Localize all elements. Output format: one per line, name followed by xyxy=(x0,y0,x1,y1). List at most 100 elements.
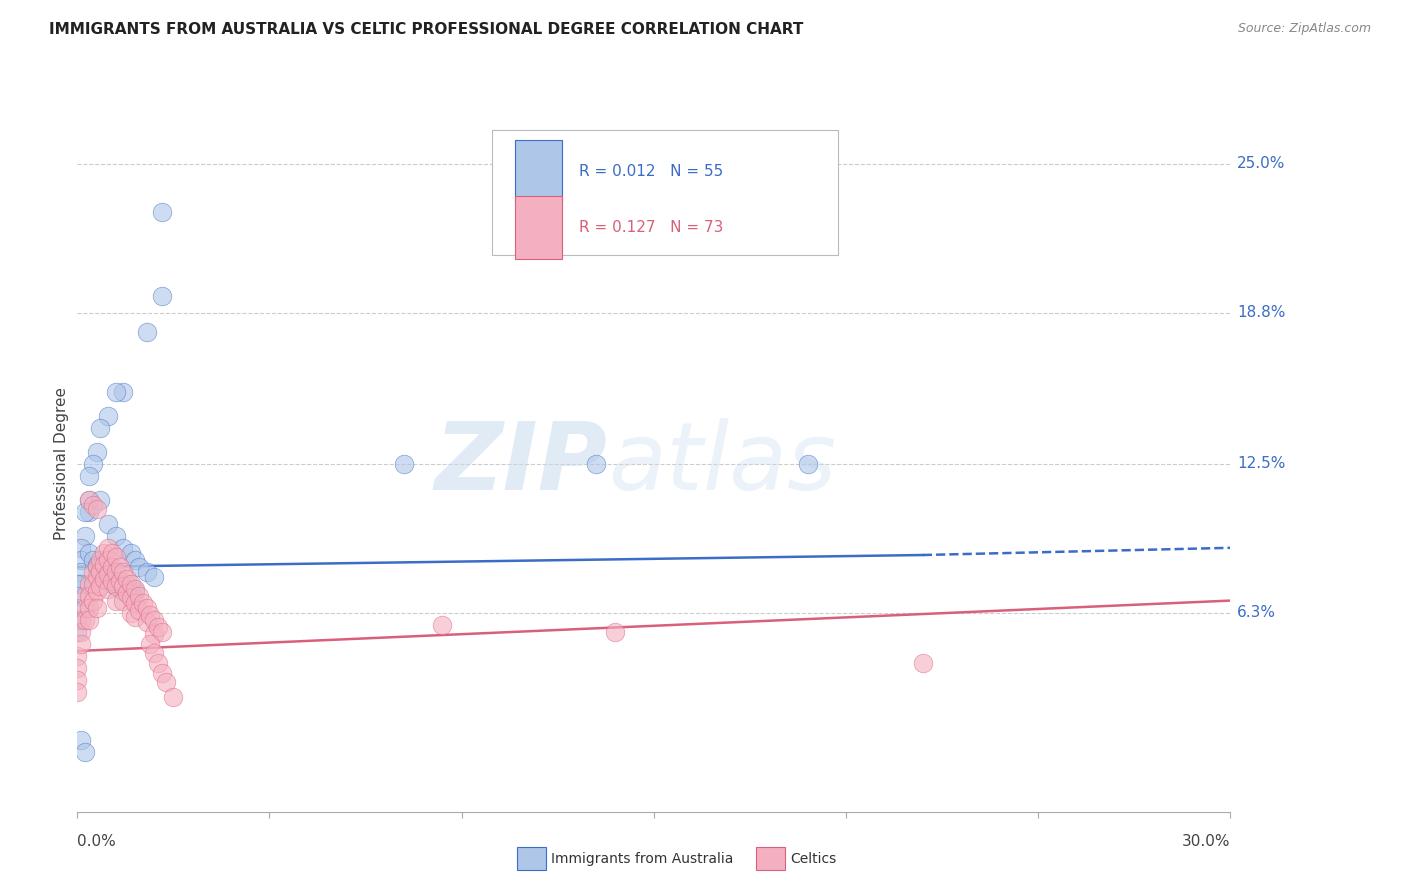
Point xyxy=(66,685,89,699)
Point xyxy=(97,574,120,589)
Point xyxy=(66,673,89,687)
Point xyxy=(82,553,104,567)
Point xyxy=(112,584,135,599)
Point xyxy=(911,656,934,670)
Point xyxy=(120,586,142,600)
Point xyxy=(82,593,104,607)
Point xyxy=(796,457,818,471)
Point xyxy=(70,624,93,639)
Point xyxy=(70,553,93,567)
Point xyxy=(97,541,120,555)
Point xyxy=(131,596,153,610)
Point xyxy=(112,565,135,579)
Point xyxy=(101,569,124,583)
Point xyxy=(104,579,127,593)
Point xyxy=(82,498,104,512)
Point xyxy=(112,579,135,593)
Point xyxy=(97,409,120,423)
Point xyxy=(93,572,115,586)
Text: R = 0.012   N = 55: R = 0.012 N = 55 xyxy=(579,164,723,178)
Point xyxy=(93,565,115,579)
Point xyxy=(89,492,111,507)
Point xyxy=(150,289,173,303)
Point xyxy=(120,546,142,560)
Point xyxy=(86,560,108,574)
FancyBboxPatch shape xyxy=(516,196,561,259)
Point xyxy=(104,384,127,399)
Point xyxy=(139,637,162,651)
Point xyxy=(143,613,166,627)
Y-axis label: Professional Degree: Professional Degree xyxy=(53,387,69,541)
Point xyxy=(66,576,89,591)
Point xyxy=(139,607,162,622)
Point xyxy=(93,569,115,583)
Point xyxy=(124,584,146,599)
Point xyxy=(93,558,115,572)
Point xyxy=(135,615,157,630)
Point xyxy=(77,468,100,483)
Point xyxy=(77,492,100,507)
Point xyxy=(143,627,166,641)
Point xyxy=(101,560,124,574)
Point xyxy=(392,457,415,471)
Point xyxy=(86,445,108,459)
Point xyxy=(162,690,184,704)
Point xyxy=(117,586,139,600)
Point xyxy=(124,553,146,567)
Point xyxy=(146,620,169,634)
Point xyxy=(77,613,100,627)
Point xyxy=(73,529,96,543)
Point xyxy=(135,600,157,615)
Point xyxy=(155,675,177,690)
Point xyxy=(124,610,146,624)
Point xyxy=(73,505,96,519)
Point xyxy=(73,613,96,627)
Point xyxy=(70,732,93,747)
Point xyxy=(70,613,93,627)
Point xyxy=(86,600,108,615)
Point xyxy=(66,624,89,639)
FancyBboxPatch shape xyxy=(492,130,838,255)
Point xyxy=(73,589,96,603)
Point xyxy=(146,656,169,670)
Text: 18.8%: 18.8% xyxy=(1237,305,1285,320)
Point xyxy=(605,624,627,639)
Point xyxy=(97,516,120,531)
Point xyxy=(86,569,108,583)
Point xyxy=(70,541,93,555)
Point xyxy=(86,558,108,572)
Point xyxy=(97,567,120,582)
Point xyxy=(86,560,108,574)
Text: 12.5%: 12.5% xyxy=(1237,457,1285,471)
Text: Immigrants from Australia: Immigrants from Australia xyxy=(551,852,734,866)
Point xyxy=(128,589,150,603)
Point xyxy=(77,576,100,591)
Point xyxy=(77,600,100,615)
Point xyxy=(112,541,135,555)
Text: IMMIGRANTS FROM AUSTRALIA VS CELTIC PROFESSIONAL DEGREE CORRELATION CHART: IMMIGRANTS FROM AUSTRALIA VS CELTIC PROF… xyxy=(49,22,804,37)
Point xyxy=(112,384,135,399)
Point xyxy=(89,560,111,574)
Point xyxy=(77,546,100,560)
Point xyxy=(108,576,131,591)
Point xyxy=(101,576,124,591)
Point xyxy=(150,624,173,639)
Point xyxy=(150,665,173,680)
Point xyxy=(73,745,96,759)
Point xyxy=(104,565,127,579)
Point xyxy=(117,572,139,586)
Text: atlas: atlas xyxy=(607,418,837,509)
Point xyxy=(101,574,124,589)
Point xyxy=(73,600,96,615)
Point xyxy=(104,529,127,543)
Point xyxy=(66,613,89,627)
Text: Celtics: Celtics xyxy=(790,852,837,866)
Point xyxy=(66,600,89,615)
Point xyxy=(77,589,100,603)
Point xyxy=(108,574,131,589)
Point xyxy=(143,646,166,660)
Point xyxy=(124,596,146,610)
Point xyxy=(108,582,131,596)
Point xyxy=(89,565,111,579)
Text: ZIP: ZIP xyxy=(434,417,607,510)
